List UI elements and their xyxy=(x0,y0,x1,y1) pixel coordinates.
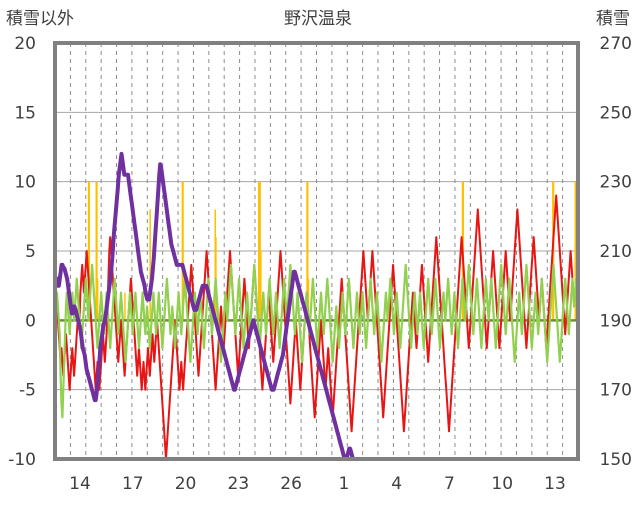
x-tick-label: 23 xyxy=(228,474,250,494)
right-tick-label: 150 xyxy=(600,450,632,470)
precip-bar xyxy=(182,181,184,321)
right-tick-label: 250 xyxy=(600,103,632,123)
precip-bar xyxy=(88,181,90,321)
precip-bar xyxy=(96,181,98,321)
frame-layer xyxy=(53,41,580,461)
left-tick-label: 5 xyxy=(25,242,36,262)
left-tick-label: 0 xyxy=(25,311,36,331)
grid-layer xyxy=(55,43,578,459)
x-tick-label: 20 xyxy=(175,474,197,494)
right-tick-label: 270 xyxy=(600,34,632,54)
precip-bar xyxy=(149,209,151,321)
precip-bar xyxy=(574,181,576,321)
temp-mean-line xyxy=(55,263,578,419)
left-tick-label: -5 xyxy=(19,381,36,401)
left-axis-label: 積雪以外 xyxy=(6,9,74,29)
precip-bar xyxy=(124,292,126,321)
precip-bar xyxy=(96,278,99,321)
plot-frame xyxy=(53,41,580,461)
x-tick-label: 26 xyxy=(280,474,302,494)
right-tick-label: 230 xyxy=(600,173,632,193)
x-tick-label: 13 xyxy=(544,474,566,494)
precip-bar xyxy=(307,181,309,321)
right-tick-label: 210 xyxy=(600,242,632,262)
precip-bar xyxy=(307,278,310,321)
x-tick-label: 14 xyxy=(69,474,91,494)
x-tick-label: 17 xyxy=(122,474,144,494)
x-tick-label: 7 xyxy=(444,474,455,494)
precip-bar xyxy=(260,251,262,321)
chart-title: 野沢温泉 xyxy=(284,9,352,29)
x-tick-label: 10 xyxy=(491,474,513,494)
left-tick-label: 20 xyxy=(14,34,36,54)
x-tick-label: 1 xyxy=(338,474,349,494)
right-axis-label: 積雪 xyxy=(596,9,630,29)
left-tick-label: 10 xyxy=(14,173,36,193)
x-tick-label: 4 xyxy=(391,474,402,494)
left-tick-label: 15 xyxy=(14,103,36,123)
right-tick-label: 170 xyxy=(600,381,632,401)
left-tick-label: -10 xyxy=(8,450,36,470)
right-tick-label: 190 xyxy=(600,311,632,331)
labels-layer: 積雪以外 野沢温泉 積雪 xyxy=(6,9,630,29)
